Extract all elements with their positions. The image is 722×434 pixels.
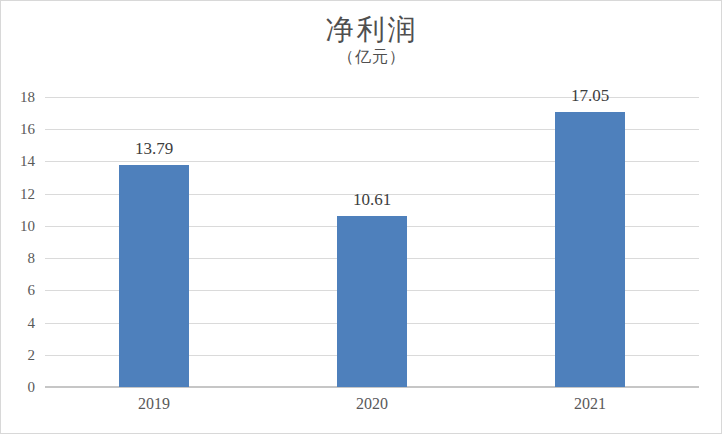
chart-subtitle: （亿元） (45, 47, 699, 68)
y-tick-label-4: 4 (1, 314, 35, 332)
y-tick-label-6: 6 (1, 281, 35, 299)
y-tick-label-0: 0 (1, 378, 35, 396)
y-tick-label-14: 14 (1, 152, 35, 170)
value-label-2020: 10.61 (327, 190, 417, 210)
y-tick-label-8: 8 (1, 249, 35, 267)
x-tick-label-2019: 2019 (104, 395, 204, 413)
chart-frame: 净利润 （亿元） 13.79 10.61 17.05 0 2 4 6 8 10 12 14 16 18… (0, 0, 722, 434)
value-label-2019: 13.79 (109, 139, 199, 159)
x-tick-label-2021: 2021 (540, 395, 640, 413)
value-label-2021: 17.05 (545, 86, 635, 106)
y-tick-label-18: 18 (1, 88, 35, 106)
chart-title: 净利润 (45, 11, 699, 49)
plot-area: 13.7910.6117.05 (45, 97, 699, 387)
y-tick-label-12: 12 (1, 185, 35, 203)
y-tick-label-16: 16 (1, 120, 35, 138)
y-tick-label-2: 2 (1, 346, 35, 364)
bar-2021 (555, 112, 625, 387)
x-tick-label-2020: 2020 (322, 395, 422, 413)
y-tick-label-10: 10 (1, 217, 35, 235)
bar-2020 (337, 216, 407, 387)
bar-2019 (119, 165, 189, 387)
